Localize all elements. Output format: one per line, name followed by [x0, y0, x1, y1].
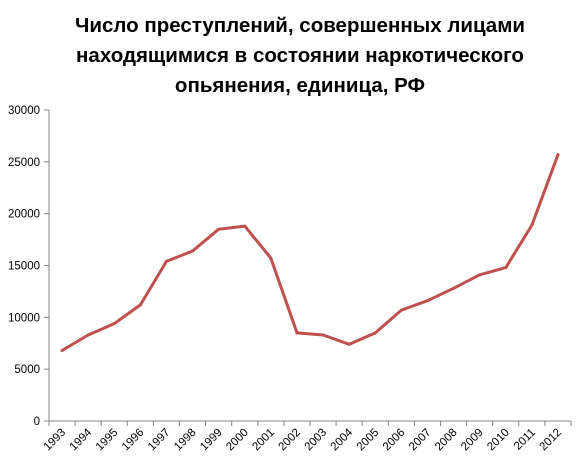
x-tick-label: 1995	[94, 427, 121, 454]
y-tick-label: 15000	[8, 261, 40, 273]
data-point	[425, 299, 429, 303]
x-tick-label: 2002	[276, 427, 303, 454]
data-point	[295, 331, 299, 335]
x-tick-label: 1997	[146, 427, 173, 454]
x-tick-label: 2008	[433, 427, 460, 454]
data-point	[112, 322, 116, 326]
series	[60, 153, 560, 353]
x-tick-label: 1994	[68, 426, 95, 453]
chart-title-line-3: опьянения, единица, РФ	[175, 74, 425, 97]
x-tick-label: 2001	[250, 427, 277, 454]
data-point	[138, 303, 142, 307]
chart-title-line-1: Число преступлений, совершенных лицами	[75, 14, 525, 37]
x-tick-label: 2006	[381, 427, 408, 454]
x-tick-label: 1999	[198, 427, 225, 454]
x-tick-label: 2004	[329, 426, 356, 453]
data-point	[478, 273, 482, 277]
y-tick-label: 10000	[8, 312, 40, 324]
x-tick-label: 2007	[407, 427, 434, 454]
data-point	[347, 342, 351, 346]
y-axis-ticks: 0 5000 10000 15000 20000 25000 30000	[8, 105, 49, 428]
x-tick-label: 1996	[120, 427, 147, 454]
data-point	[191, 249, 195, 253]
x-tick-label: 1993	[42, 427, 69, 454]
data-point	[530, 223, 534, 227]
axes	[48, 110, 571, 422]
data-point	[556, 153, 560, 157]
x-tick-label: 2010	[485, 427, 512, 454]
data-point	[373, 331, 377, 335]
data-point	[164, 259, 168, 263]
data-point	[243, 224, 247, 228]
x-tick-label: 2011	[512, 427, 538, 453]
y-tick-label: 30000	[8, 105, 40, 117]
data-point	[452, 286, 456, 290]
x-tick-label: 2000	[224, 427, 251, 454]
x-tick-label: 2012	[537, 427, 564, 454]
data-point	[86, 333, 90, 337]
chart-title: Число преступлений, совершенных лицами н…	[75, 14, 525, 97]
y-tick-label: 0	[34, 416, 40, 428]
x-tick-label: 2003	[303, 427, 330, 454]
data-point	[321, 333, 325, 337]
data-point	[399, 308, 403, 312]
data-point	[269, 256, 273, 260]
y-tick-label: 25000	[8, 157, 40, 169]
x-tick-label: 2005	[355, 427, 382, 454]
x-axis-ticks: 1993 1994 1995 1996 1997 1998 1999 2000 2001 2002…	[42, 421, 572, 454]
data-point	[217, 227, 221, 231]
data-point	[60, 349, 64, 353]
x-tick-label: 1998	[172, 427, 199, 454]
x-tick-label: 2009	[459, 427, 486, 454]
y-tick-label: 5000	[14, 364, 40, 376]
chart-title-line-2: находящимися в состоянии наркотического	[76, 44, 524, 67]
data-point	[504, 266, 508, 270]
series-line-0	[60, 153, 560, 352]
y-tick-label: 20000	[8, 209, 40, 221]
